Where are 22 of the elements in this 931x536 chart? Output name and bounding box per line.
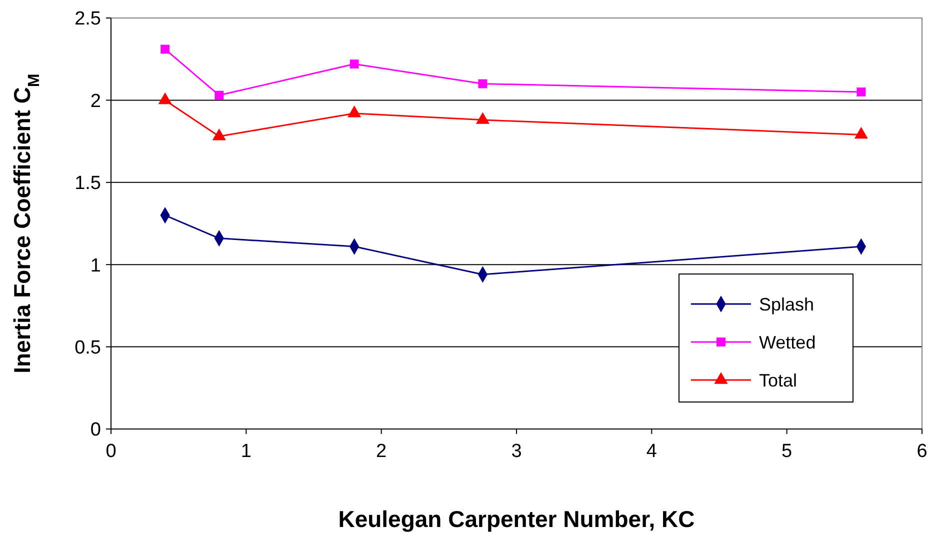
x-tick-label: 0 [106,441,116,462]
y-tick-label: 0.5 [74,337,101,358]
x-tick-label: 4 [646,441,658,462]
legend-label: Wetted [759,332,816,352]
legend-label: Splash [759,294,814,314]
point [214,90,224,100]
x-axis-title: Keulegan Carpenter Number, KC [338,506,695,532]
x-tick-label: 5 [782,441,792,462]
x-tick-label: 6 [916,441,928,462]
legend-label: Total [759,370,798,390]
x-tick-label: 1 [240,441,252,462]
point [350,60,359,69]
y-tick-label: 2 [90,90,101,112]
point [478,79,488,88]
x-tick-label: 3 [511,441,522,462]
x-tick-label: 2 [376,441,387,462]
y-tick-label: 1.5 [74,173,101,194]
y-tick-label: 2.5 [74,8,101,30]
y-tick-label: 1 [90,255,101,276]
y-tick-label: 0 [90,420,101,441]
point [856,88,866,96]
point [160,44,170,54]
